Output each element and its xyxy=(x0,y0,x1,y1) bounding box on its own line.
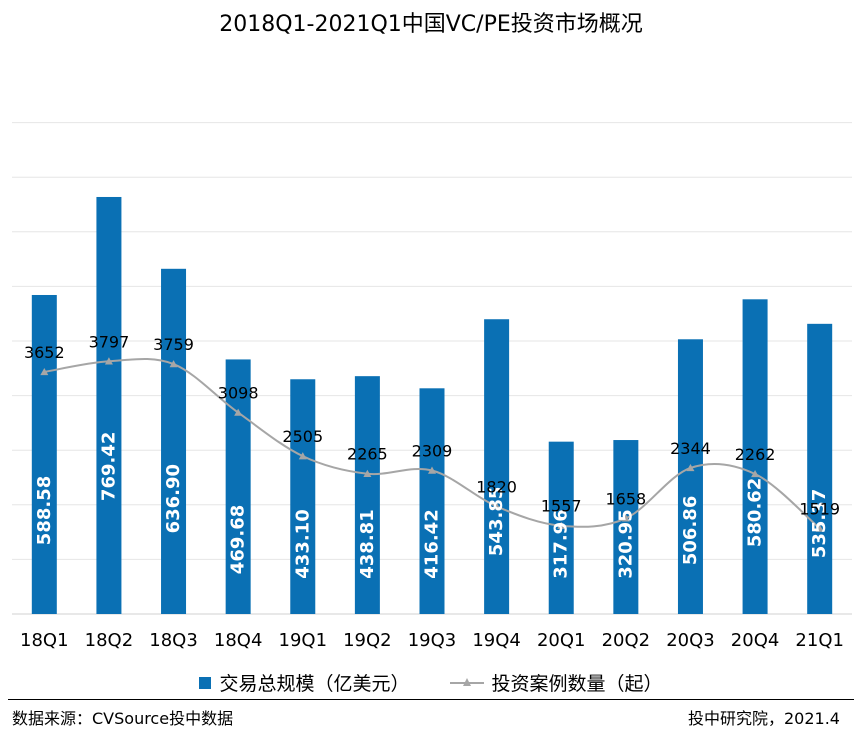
line-marker xyxy=(104,357,113,365)
line-marker xyxy=(751,469,760,478)
x-tick-label: 19Q4 xyxy=(472,630,521,651)
data-labels: 588.58 769.42 636.90 469.68 433.10 438.81 416.… xyxy=(24,332,840,578)
bar-value-label: 433.10 xyxy=(292,509,313,578)
x-tick-label: 20Q4 xyxy=(731,630,780,651)
line-marker xyxy=(40,367,49,376)
bar-value-label: 543.85 xyxy=(486,487,507,556)
bar-value-label: 535.37 xyxy=(809,489,830,558)
bar-value-label: 416.42 xyxy=(422,509,443,578)
footer-divider xyxy=(8,699,854,700)
bar-20Q2 xyxy=(613,440,639,614)
line-marker xyxy=(363,469,372,477)
legend-bar-swatch xyxy=(199,676,212,689)
line-value-label: 1557 xyxy=(541,497,582,516)
bar-series xyxy=(31,196,833,614)
line-value-label: 2262 xyxy=(735,445,776,464)
bar-19Q1 xyxy=(290,379,316,614)
x-tick-label: 18Q3 xyxy=(149,630,198,651)
line-value-label: 2344 xyxy=(670,439,711,458)
x-tick-label: 18Q1 xyxy=(20,630,69,651)
line-value-label: 3098 xyxy=(218,384,259,403)
legend-item-line: 投资案例数量（起） xyxy=(449,669,663,696)
line-marker xyxy=(428,466,436,474)
bar-value-label: 469.68 xyxy=(228,505,249,574)
legend-bar-label: 交易总规模（亿美元） xyxy=(219,673,410,695)
x-tick-label: 20Q3 xyxy=(666,630,715,651)
bar-20Q3 xyxy=(677,339,703,614)
legend-line-swatch xyxy=(449,677,484,689)
x-tick-label: 19Q1 xyxy=(279,630,328,651)
line-marker xyxy=(815,524,824,532)
bar-value-label: 506.86 xyxy=(680,496,701,565)
bar-value-label: 317.96 xyxy=(551,509,572,578)
line-value-label: 1519 xyxy=(799,500,840,519)
credit-note: 投中研究院，2021.4 xyxy=(688,709,840,728)
x-tick-label: 18Q2 xyxy=(85,630,134,651)
bar-value-label: 580.62 xyxy=(745,478,766,547)
bar-20Q4 xyxy=(742,299,768,614)
line-marker xyxy=(169,360,178,368)
x-tick-label: 19Q2 xyxy=(343,630,392,651)
line-series xyxy=(40,357,824,532)
x-axis-ticks: 18Q1 18Q2 18Q3 18Q4 19Q1 19Q2 19Q3 19Q4 20Q1 20Q2… xyxy=(20,630,844,651)
bar-19Q2 xyxy=(354,376,380,614)
bar-value-label: 588.58 xyxy=(34,476,55,545)
bar-19Q4 xyxy=(484,319,510,614)
bar-value-label: 769.42 xyxy=(98,432,119,501)
line-value-label: 3652 xyxy=(24,343,65,362)
line-value-label: 2309 xyxy=(412,442,453,461)
line-marker xyxy=(234,408,243,416)
x-tick-label: 18Q4 xyxy=(214,630,263,651)
bar-18Q2 xyxy=(96,196,122,614)
line-marker xyxy=(621,514,630,522)
bar-value-label: 636.90 xyxy=(163,464,184,533)
line-value-label: 3759 xyxy=(153,335,194,354)
x-tick-label: 20Q2 xyxy=(602,630,651,651)
line-marker xyxy=(557,521,566,529)
x-tick-label: 21Q1 xyxy=(795,630,844,651)
bar-18Q4 xyxy=(225,359,251,614)
bar-21Q1 xyxy=(807,323,833,614)
x-tick-label: 19Q3 xyxy=(408,630,457,651)
chart-title: 2018Q1-2021Q1中国VC/PE投资市场概况 xyxy=(219,12,643,37)
line-value-label: 2265 xyxy=(347,445,388,464)
bar-18Q3 xyxy=(161,268,187,614)
legend-item-bar: 交易总规模（亿美元） xyxy=(199,669,410,696)
line-value-label: 1820 xyxy=(476,477,517,496)
bar-18Q1 xyxy=(31,294,57,614)
bar-value-label: 438.81 xyxy=(357,509,378,578)
legend-line-label: 投资案例数量（起） xyxy=(491,673,663,695)
line-marker xyxy=(298,452,307,460)
bar-19Q3 xyxy=(419,388,445,614)
source-note: 数据来源：CVSource投中数据 xyxy=(12,709,234,728)
bar-value-label: 320.95 xyxy=(615,509,636,578)
line-value-label: 1658 xyxy=(605,489,646,508)
legend: 交易总规模（亿美元） 投资案例数量（起） xyxy=(0,669,862,696)
x-tick-label: 20Q1 xyxy=(537,630,586,651)
line-marker xyxy=(492,502,501,510)
line-value-label: 3797 xyxy=(89,332,130,351)
line-value-label: 2505 xyxy=(282,427,323,446)
line-marker xyxy=(686,463,695,472)
